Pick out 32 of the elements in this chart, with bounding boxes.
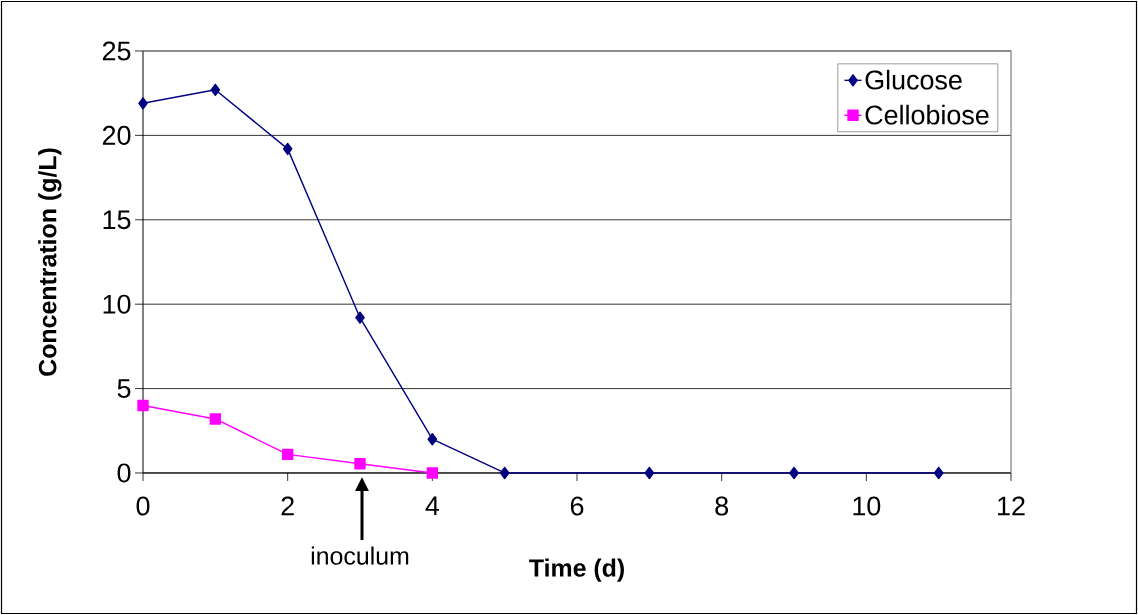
y-tick-label: 10 [103, 294, 131, 314]
x-tick-label: 2 [281, 496, 294, 516]
point [427, 433, 438, 446]
point [644, 466, 655, 480]
point [281, 448, 294, 461]
point [933, 466, 944, 480]
y-tick-label: 5 [117, 379, 131, 398]
point [789, 466, 799, 480]
x-tick-label: 4 [425, 496, 440, 516]
point [210, 83, 221, 97]
y-axis-title: Concentration (g/L) [38, 148, 62, 376]
x-tick-label: 6 [570, 496, 584, 516]
y-tick-label: 25 [102, 41, 131, 61]
text: inoculum [311, 546, 409, 565]
y-tick-label: 20 [102, 125, 131, 145]
x-tick-label: 0 [136, 496, 150, 516]
point [282, 142, 293, 156]
point [137, 399, 149, 412]
legend-label: Cellobiose [865, 104, 989, 125]
point [499, 466, 510, 480]
x-tick-label: 10 [853, 496, 881, 516]
point [209, 413, 222, 425]
y-tick-label: 0 [117, 463, 131, 483]
legend-label: Glucose [865, 69, 962, 90]
point [138, 97, 148, 110]
point [354, 458, 366, 470]
point [355, 311, 365, 324]
x-tick-label: 8 [715, 496, 728, 516]
x-tick-label: 12 [998, 496, 1025, 516]
point [426, 467, 439, 479]
x-axis-title: Time (d) [529, 558, 624, 582]
y-tick-label: 15 [103, 210, 131, 230]
